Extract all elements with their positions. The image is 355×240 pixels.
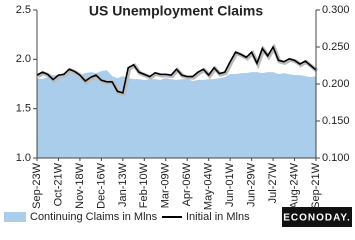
- x-tick-label: Dec-16W: [95, 162, 107, 208]
- x-tick-label: Oct-21W: [52, 162, 64, 206]
- x-tick-label: Nov-18W: [74, 162, 86, 208]
- area: [37, 70, 316, 158]
- legend-label: Continuing Claims in Mlns: [30, 211, 158, 223]
- y-tick-label: 2.0: [16, 53, 31, 65]
- y-tick-label: 1.5: [16, 103, 31, 115]
- x-tick-label: Mar-09W: [160, 162, 172, 208]
- x-tick-label: Apr-06W: [181, 162, 193, 206]
- chart-title: US Unemployment Claims: [89, 3, 263, 19]
- y-tick-label: 1.0: [16, 152, 31, 164]
- x-tick-label: Jul-27W: [267, 162, 279, 203]
- line: [36, 45, 317, 94]
- legend-label: Initial in Mlns: [186, 211, 250, 223]
- y-tick-label: 2.5: [16, 4, 31, 16]
- legend-swatch: [4, 212, 26, 222]
- logo: ECONODAY.: [283, 213, 351, 224]
- x-tick-label: Aug-24W: [288, 162, 300, 208]
- x-tick-label: Feb-10W: [138, 162, 150, 208]
- y2-tick-label: 0.250: [322, 41, 350, 53]
- logo-box: [282, 207, 352, 227]
- x-tick-label: Jun-01W: [224, 162, 236, 207]
- y2-tick-label: 0.100: [322, 152, 350, 164]
- y2-tick-label: 0.150: [322, 115, 350, 127]
- x-tick-label: Jun-29W: [246, 162, 258, 207]
- y2-tick-label: 0.200: [322, 78, 350, 90]
- x-tick-label: May-04W: [203, 162, 215, 210]
- y2-tick-label: 0.300: [322, 4, 350, 16]
- x-tick-label: Sep-23W: [31, 162, 43, 208]
- x-tick-label: Jan-13W: [117, 162, 129, 207]
- chart: US Unemployment Claims ECONODAY. 1.0 1.5 2…: [4, 3, 352, 227]
- x-tick-label: Sep-21W: [310, 162, 322, 208]
